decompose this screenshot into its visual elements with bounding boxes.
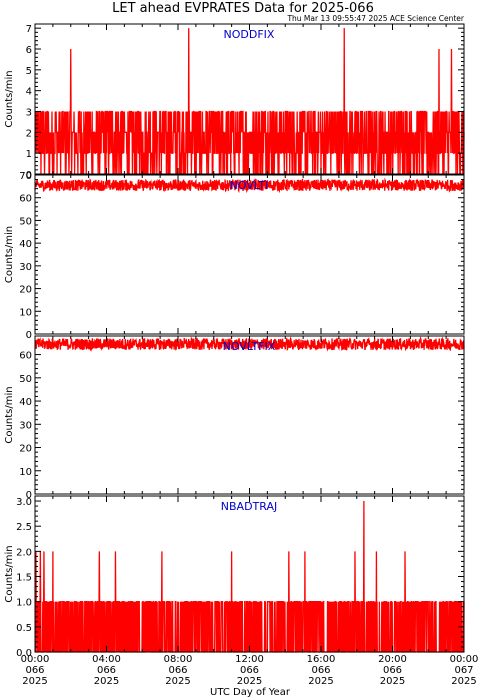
panel-novlti: 0 10 20 30 40 50 60 70 Counts/min NOVLTI: [4, 171, 465, 341]
x-tick-label-doy: 067: [454, 665, 473, 676]
y-tick-label: 0.5: [16, 623, 32, 634]
timestamp: Thu Mar 13 09:55:47 2025 ACE Science Cen…: [286, 14, 464, 23]
y-tick-label: 30: [19, 420, 32, 431]
panel-novltfix: 0 10 20 30 40 50 60 Counts/min NOVLTFIX: [4, 335, 465, 501]
x-tick-label-time: 00:00: [21, 654, 50, 665]
y-tick-label: 70: [19, 171, 32, 182]
x-tick-label-year: 2025: [380, 676, 405, 687]
y-tick-label: 3.0: [16, 497, 32, 508]
y-tick-label: 0: [26, 330, 32, 341]
y-tick-label: 60: [19, 351, 32, 362]
y-tick-label: 0: [26, 490, 32, 501]
series-label: NOVLTFIX: [223, 340, 276, 353]
x-tick-label-year: 2025: [308, 676, 333, 687]
x-tick-label-year: 2025: [94, 676, 119, 687]
series-trace-noddfix: [34, 28, 465, 175]
y-tick-label: 60: [19, 194, 32, 205]
y-tick-label: 1.0: [16, 598, 32, 609]
y-tick-label: 40: [19, 397, 32, 408]
y-tick-label: 50: [19, 216, 32, 227]
x-axis-label: UTC Day of Year: [210, 687, 291, 698]
x-tick-label-year: 2025: [165, 676, 190, 687]
panel-nbadtraj: 0.0 0.5 1.0 1.5 2.0 2.5 3.0 Counts/min NBADTRAJ: [4, 495, 465, 659]
y-tick-label: 1: [26, 149, 32, 160]
y-tick-label: 0: [26, 170, 32, 181]
y-tick-label: 10: [19, 467, 32, 478]
x-tick-label-doy: 066: [97, 665, 116, 676]
y-tick-label: 7: [26, 24, 32, 35]
panel-frame: [34, 335, 465, 495]
panels: 0 1 2 3 4 5 6 7 Counts/min NODDFIX 0 10 20 30 40 50 60 70…: [4, 23, 465, 659]
y-tick-label: 20: [19, 285, 32, 296]
y-tick-label: 2.0: [16, 547, 32, 558]
y-tick-label: 1.5: [16, 573, 32, 584]
y-tick-label: 3: [26, 108, 32, 119]
x-tick-label-time: 04:00: [92, 654, 121, 665]
y-axis-label: Counts/min: [4, 226, 15, 283]
x-axis: 00:00066202504:00066202508:00066202512:0…: [21, 654, 479, 687]
x-tick-label-year: 2025: [22, 676, 47, 687]
figure-title: LET ahead EVPRATES Data for 2025-066: [112, 1, 374, 16]
series-label: NODDFIX: [224, 28, 275, 41]
y-axis-label: Counts/min: [4, 386, 15, 443]
x-tick-label-doy: 066: [168, 665, 187, 676]
y-tick-label: 10: [19, 307, 32, 318]
x-tick-label-time: 00:00: [450, 654, 479, 665]
x-tick-label-time: 12:00: [235, 654, 264, 665]
x-tick-label-year: 2025: [451, 676, 476, 687]
x-tick-label-doy: 066: [383, 665, 402, 676]
x-tick-label-doy: 066: [311, 665, 330, 676]
y-tick-label: 2.5: [16, 522, 32, 533]
y-tick-label: 20: [19, 444, 32, 455]
y-axis-label: Counts/min: [4, 545, 15, 602]
panel-noddfix: 0 1 2 3 4 5 6 7 Counts/min NODDFIX: [4, 23, 465, 181]
y-tick-label: 6: [26, 45, 32, 56]
panel-frame: [34, 174, 465, 335]
series-label: NBADTRAJ: [221, 500, 277, 513]
series-label: NOVLTI: [230, 179, 269, 192]
series-trace-nbadtraj: [34, 501, 465, 653]
y-tick-label: 30: [19, 262, 32, 273]
y-tick-label: 50: [19, 374, 32, 385]
y-tick-label: 0.0: [16, 648, 32, 659]
y-axis-label: Counts/min: [4, 70, 15, 127]
x-tick-label-time: 08:00: [164, 654, 193, 665]
y-tick-label: 40: [19, 239, 32, 250]
x-tick-label-time: 16:00: [307, 654, 336, 665]
x-tick-label-doy: 066: [25, 665, 44, 676]
y-tick-label: 2: [26, 128, 32, 139]
y-tick-label: 5: [26, 66, 32, 77]
x-tick-label-doy: 066: [240, 665, 259, 676]
x-tick-label-year: 2025: [237, 676, 262, 687]
x-tick-label-time: 20:00: [378, 654, 407, 665]
y-tick-label: 4: [26, 87, 32, 98]
